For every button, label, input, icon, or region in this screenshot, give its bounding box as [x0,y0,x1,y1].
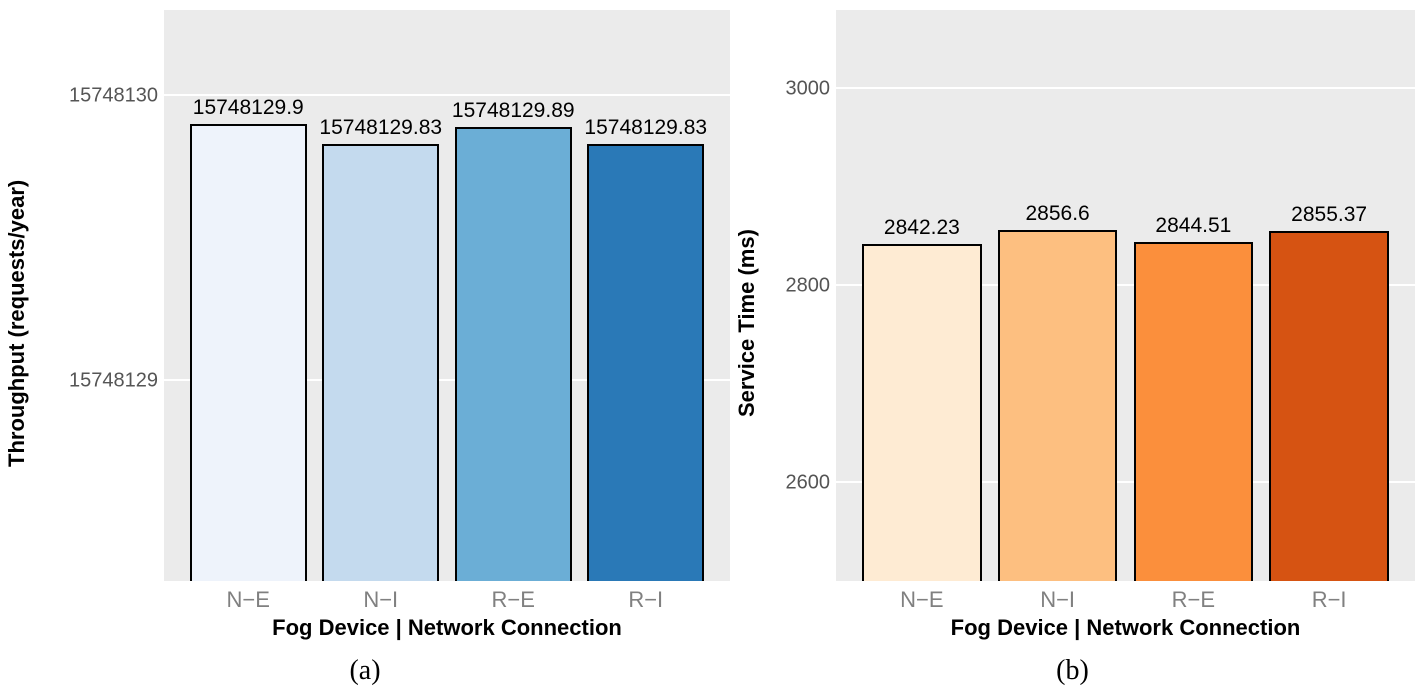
xtick-b-0: N−E [854,587,990,613]
plot-b: 2842.23 2856.6 2844.51 2855.37 [836,10,1415,581]
bar-label-b-2: 2844.51 [1155,214,1231,238]
bar-label-a-0: 15748129.9 [193,96,304,120]
bar-slot-a-2: 15748129.89 [447,10,580,581]
xtick-a-0: N−E [182,587,315,613]
chart-area-b: Service Time (ms) 2600 2800 3000 2842.23… [730,0,1415,647]
bar-label-b-3: 2855.37 [1291,203,1367,227]
bar-slot-b-0: 2842.23 [854,10,990,581]
panel-a: Throughput (requests/year) 15748129 1574… [0,0,730,699]
xtick-a-1: N−I [315,587,448,613]
caption-a: (a) [0,647,730,699]
ytick-b-2: 3000 [786,77,831,100]
ylabel-b: Service Time (ms) [730,0,764,647]
ytick-a-1: 15748130 [69,84,158,107]
xtick-b-1: N−I [990,587,1126,613]
bars-a: 15748129.9 15748129.83 15748129.89 15748… [164,10,730,581]
bar-a-2 [455,127,572,581]
bar-slot-b-2: 2844.51 [1126,10,1262,581]
bar-a-1 [322,144,439,581]
bar-label-b-0: 2842.23 [884,216,960,240]
bar-slot-b-1: 2856.6 [990,10,1126,581]
bar-label-a-2: 15748129.89 [452,99,575,123]
bar-a-0 [190,124,307,581]
bar-b-3 [1269,231,1388,581]
bar-a-3 [587,144,704,581]
ytick-b-0: 2600 [786,471,831,494]
bar-slot-b-3: 2855.37 [1261,10,1397,581]
ytick-a-0: 15748129 [69,370,158,393]
xtick-a-3: R−I [580,587,713,613]
panel-b: Service Time (ms) 2600 2800 3000 2842.23… [730,0,1415,699]
bar-b-0 [862,244,981,581]
plot-wrap-a: 15748129.9 15748129.83 15748129.89 15748… [164,0,730,647]
bars-b: 2842.23 2856.6 2844.51 2855.37 [836,10,1415,581]
bar-label-b-1: 2856.6 [1026,202,1090,226]
plot-a: 15748129.9 15748129.83 15748129.89 15748… [164,10,730,581]
ytick-area-a: 15748129 15748130 [34,0,164,647]
xticks-b: N−E N−I R−E R−I [836,581,1415,615]
bar-slot-a-0: 15748129.9 [182,10,315,581]
ylabel-a: Throughput (requests/year) [0,0,34,647]
bar-slot-a-1: 15748129.83 [315,10,448,581]
bar-b-2 [1134,242,1253,581]
bar-label-a-3: 15748129.83 [584,116,707,140]
caption-b: (b) [730,647,1415,699]
xtick-a-2: R−E [447,587,580,613]
xticks-a: N−E N−I R−E R−I [164,581,730,615]
ytick-area-b: 2600 2800 3000 [764,0,836,647]
plot-wrap-b: 2842.23 2856.6 2844.51 2855.37 [836,0,1415,647]
xlabel-a: Fog Device | Network Connection [164,615,730,647]
chart-area-a: Throughput (requests/year) 15748129 1574… [0,0,730,647]
bar-slot-a-3: 15748129.83 [580,10,713,581]
bar-label-a-1: 15748129.83 [319,116,442,140]
ytick-b-1: 2800 [786,274,831,297]
xtick-b-3: R−I [1261,587,1397,613]
bar-b-1 [998,230,1117,581]
xtick-b-2: R−E [1126,587,1262,613]
xlabel-b: Fog Device | Network Connection [836,615,1415,647]
